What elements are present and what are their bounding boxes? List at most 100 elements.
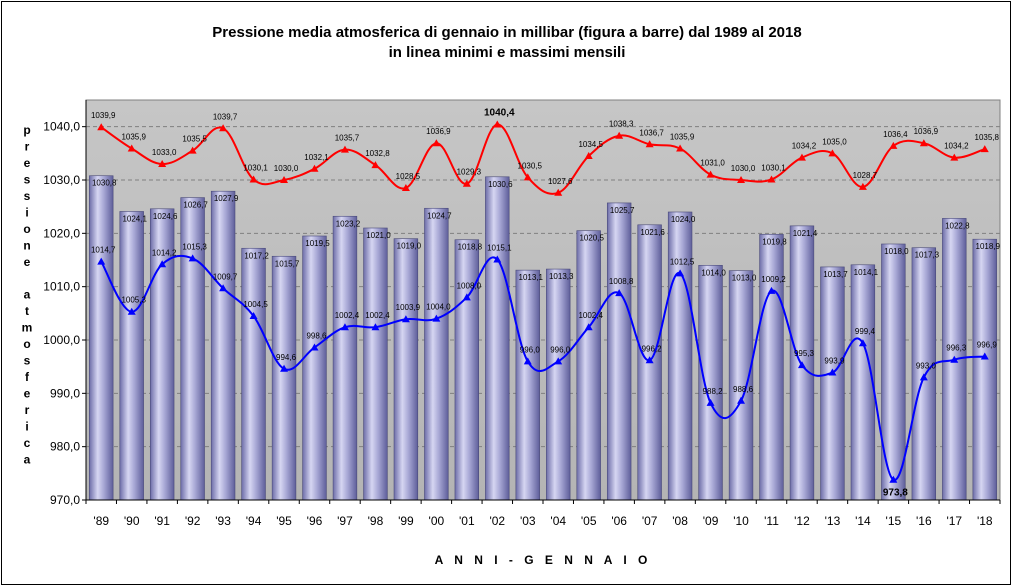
line-marker [737,396,746,404]
line-marker [615,289,624,297]
line-marker [919,373,928,381]
grid-lines [86,126,1000,448]
x-tick-label: '15 [886,514,902,528]
bar [576,230,601,501]
line-marker [797,361,806,369]
bar-value-label: 1015,7 [275,259,300,268]
min-value-label: 1002,4 [365,311,390,320]
bar-value-label: 1021,6 [640,228,665,237]
max-value-label: 1036,9 [914,127,939,136]
x-tick-label: '10 [733,514,749,528]
bar [89,175,114,501]
bar-value-label: 1013,0 [732,274,757,283]
min-value-label: 994,6 [276,353,297,362]
max-value-label: 1032,1 [304,153,329,162]
line-marker [127,307,136,315]
line-marker [493,255,502,263]
y-axis-title-letter: c [24,436,31,450]
line-marker [584,323,593,331]
min-value-label: 1009,7 [213,272,238,281]
max-value-label: 1030,1 [243,163,268,172]
line-marker [310,164,319,172]
x-tick-label: '93 [215,514,231,528]
max-value-label: 1032,8 [365,149,390,158]
bar-value-label: 1018,8 [458,243,483,252]
bar-value-label: 1021,0 [366,231,391,240]
y-axis-title-letter: o [23,337,30,351]
y-axis-title-letter: a [24,288,31,302]
bar-value-label: 1022,8 [945,221,970,230]
x-tick-label: '07 [642,514,658,528]
max-value-label: 1028,7 [853,171,878,180]
line-marker [249,175,258,183]
line-marker [980,352,989,360]
bar [881,243,906,501]
y-axis-title-letter: s [24,173,31,187]
line-marker [432,139,441,147]
bar [820,266,845,501]
max-value-label: 1033,0 [152,148,177,157]
bar-value-label: 1019,5 [305,239,330,248]
min-value-label: 996,0 [520,345,541,354]
min-value-label: 993,9 [824,357,845,366]
min-value-label: 988,6 [733,385,754,394]
line-marker [493,120,502,128]
bar-value-label: 1030,8 [92,179,117,188]
bar-value-label: 1014,1 [854,268,879,277]
data-labels: 1030,8 1024,1 1024,6 1026,7 1027,9 1017,2 1015… [91,108,1001,499]
y-axis-title-letter: i [25,420,28,434]
max-value-label: 1039,7 [213,112,238,121]
y-tick-label: 1000,0 [43,333,80,347]
min-value-label: 996,3 [946,344,967,353]
y-axis-title-letter: r [25,140,30,154]
x-tick-label: '13 [825,514,841,528]
max-value-label: 1035,5 [182,135,207,144]
max-value-label: 1040,4 [484,108,515,119]
bar-value-label: 1018,9 [976,242,1001,251]
x-tick-label: '97 [337,514,353,528]
min-value-label: 988,2 [703,387,724,396]
line-marker [219,284,228,292]
bar [546,268,571,501]
line-marker [767,286,776,294]
bar [363,227,388,501]
max-value-label: 1030,1 [761,163,786,172]
x-axis: '89 '90 '91 '92 '93 '94 '95 '96 '97 '98 '99 '00 '01 '… [85,499,1001,528]
min-value-label: 995,3 [794,349,815,358]
line-marker [828,368,837,376]
min-value-label: 1005,3 [121,296,146,305]
bar [302,235,327,501]
bar [210,190,236,501]
line-marker [889,475,898,483]
min-value-label: 996,2 [642,344,663,353]
bar [606,202,632,501]
min-value-label: 973,8 [883,488,908,499]
line-marker [645,140,654,148]
line-marker [523,173,532,181]
x-axis-title: A N N I - G E N N A I O [435,553,652,567]
bar-value-label: 1020,5 [579,234,604,243]
line-marker [127,144,136,152]
line-marker [828,149,837,157]
y-tick-label: 990,0 [50,386,80,400]
x-tick-label: '03 [520,514,536,528]
max-value-label: 1035,7 [335,134,360,143]
bar [850,264,876,501]
min-value-label: 996,0 [550,345,571,354]
bar [424,207,449,501]
y-axis-title-letter: e [24,156,31,170]
bar-value-label: 1014,0 [701,268,726,277]
line-marker [371,323,380,331]
max-value-label: 1035,8 [975,133,1000,142]
line-marker [950,355,959,363]
y-axis-title-letter: m [22,321,33,335]
line-marker [401,315,410,323]
bar [698,265,723,501]
x-tick-label: '99 [398,514,414,528]
bar-value-label: 1019,0 [397,242,422,251]
chart-title-line1: Pressione media atmosferica di gennaio i… [212,24,801,41]
max-value-label: 1036,9 [426,127,451,136]
line-marker [615,131,624,139]
